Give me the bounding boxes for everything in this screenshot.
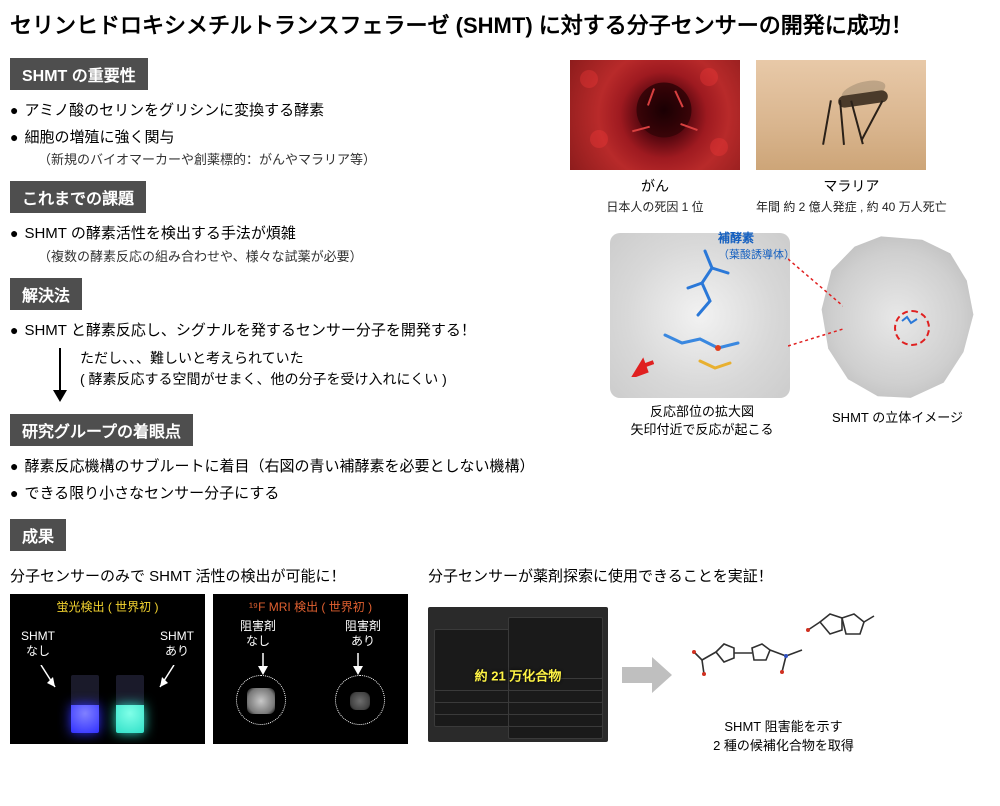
section-results: 成果 bbox=[10, 519, 66, 551]
label-text: （葉酸誘導体） bbox=[718, 246, 795, 262]
results-right: 分子センサーが薬剤探索に使用できることを実証！ 約 21 万化合物 bbox=[428, 565, 990, 754]
bullet: できる限り小さなセンサー分子にする bbox=[10, 483, 550, 506]
bullet-text: SHMT の酵素活性を検出する手法が煩雑 bbox=[24, 223, 295, 246]
left-column: SHMT の重要性 アミノ酸のセリンをグリシンに変換する酵素 細胞の増殖に強く関… bbox=[10, 46, 550, 557]
arrow-icon bbox=[351, 653, 365, 675]
results-left: 分子センサーのみで SHMT 活性の検出が可能に！ 蛍光検出 ( 世界初 ) S… bbox=[10, 565, 410, 754]
section-focus: 研究グループの着眼点 bbox=[10, 414, 193, 446]
cancer-card: がん 日本人の死因 1 位 bbox=[570, 60, 740, 215]
dashed-connector-icon bbox=[788, 251, 843, 351]
panel-header: 蛍光検出 ( 世界初 ) bbox=[11, 598, 204, 615]
right-column: がん 日本人の死因 1 位 マラリア 年間 約 2 億人発症 , 約 40 万人… bbox=[550, 46, 990, 557]
bullet-sub: （複数の酵素反応の組み合わせや、様々な試薬が必要） bbox=[38, 248, 550, 266]
bullet-text: SHMT と酵素反応し、シグナルを発するセンサー分子を開発する！ bbox=[24, 320, 475, 343]
arrow-icon bbox=[33, 665, 63, 695]
right-arrow-icon bbox=[622, 655, 672, 695]
results-right-title: 分子センサーが薬剤探索に使用できることを実証！ bbox=[428, 565, 990, 586]
image-caption: マラリア bbox=[756, 176, 947, 196]
panel-label: SHMT なし bbox=[21, 629, 55, 658]
note-line: ( 酵素反応する空間がせまく、他の分子を受け入れにくい ) bbox=[80, 369, 447, 390]
bullet-text: 細胞の増殖に強く関与 bbox=[24, 127, 174, 150]
fluorescence-panel: 蛍光検出 ( 世界初 ) SHMT なし SHMT あり bbox=[10, 594, 205, 744]
malaria-card: マラリア 年間 約 2 億人発症 , 約 40 万人死亡 bbox=[756, 60, 947, 215]
molecule-icon bbox=[686, 594, 881, 714]
section-challenge: これまでの課題 bbox=[10, 181, 146, 213]
image-caption: がん bbox=[570, 176, 740, 196]
bullet-text: できる限り小さなセンサー分子にする bbox=[24, 483, 279, 506]
bullet-text: 酵素反応機構のサブルートに着目（右図の青い補酵素を必要としない機構） bbox=[24, 456, 534, 479]
bullet: 細胞の増殖に強く関与 bbox=[10, 127, 550, 150]
section-importance: SHMT の重要性 bbox=[10, 58, 148, 90]
zoom-caption: 反応部位の拡大図 矢印付近で反応が起こる bbox=[612, 403, 792, 439]
image-subcaption: 日本人の死因 1 位 bbox=[570, 198, 740, 215]
arrow-icon bbox=[152, 665, 182, 695]
page-title: セリンヒドロキシメチルトランスフェラーゼ (SHMT) に対する分子センサーの開… bbox=[0, 0, 1000, 46]
section-solution: 解決法 bbox=[10, 278, 82, 310]
panel-header: ¹⁹F MRI 検出 ( 世界初 ) bbox=[214, 598, 407, 615]
caption-line: SHMT 阻害能を示す bbox=[686, 718, 881, 736]
panel-label: 阻害剤 なし bbox=[240, 619, 276, 648]
caption-line: 反応部位の拡大図 bbox=[612, 403, 792, 421]
bullet: アミノ酸のセリンをグリシンに変換する酵素 bbox=[10, 100, 550, 123]
note-line: ただし、、、難しいと考えられていた bbox=[80, 348, 447, 369]
down-arrow-icon bbox=[50, 348, 70, 402]
bullet: SHMT と酵素反応し、シグナルを発するセンサー分子を開発する！ bbox=[10, 320, 550, 343]
results-row: 分子センサーのみで SHMT 活性の検出が可能に！ 蛍光検出 ( 世界初 ) S… bbox=[0, 565, 1000, 754]
mri-panel: ¹⁹F MRI 検出 ( 世界初 ) 阻害剤 なし 阻害剤 あり bbox=[213, 594, 408, 744]
caption-line: 矢印付近で反応が起こる bbox=[612, 421, 792, 439]
coenzyme-label: 補酵素 （葉酸誘導体） bbox=[718, 229, 795, 262]
mosquito-image bbox=[756, 60, 926, 170]
compound-plates-image: 約 21 万化合物 bbox=[428, 607, 608, 742]
full-caption: SHMT の立体イメージ bbox=[815, 409, 980, 427]
results-left-title: 分子センサーのみで SHMT 活性の検出が可能に！ bbox=[10, 565, 410, 586]
plates-label: 約 21 万化合物 bbox=[475, 665, 562, 684]
panel-label: 阻害剤 あり bbox=[345, 619, 381, 648]
bullet-text: アミノ酸のセリンをグリシンに変換する酵素 bbox=[24, 100, 324, 123]
cancer-image bbox=[570, 60, 740, 170]
bullet: SHMT の酵素活性を検出する手法が煩雑 bbox=[10, 223, 550, 246]
image-subcaption: 年間 約 2 億人発症 , 約 40 万人死亡 bbox=[756, 198, 947, 215]
ligand-small-icon bbox=[901, 315, 919, 327]
protein-figure: 補酵素 （葉酸誘導体） 反応部位の拡大図 矢印付近で反応が起こる SHMT の立… bbox=[570, 233, 990, 443]
arrow-down-note: ただし、、、難しいと考えられていた ( 酵素反応する空間がせまく、他の分子を受け… bbox=[50, 348, 550, 402]
panel-label: SHMT あり bbox=[160, 629, 194, 658]
red-arrow-icon bbox=[626, 355, 654, 377]
structure-caption: SHMT 阻害能を示す 2 種の候補化合物を取得 bbox=[686, 718, 881, 754]
bullet-sub: （新規のバイオマーカーや創薬標的：がんやマラリア等） bbox=[38, 151, 550, 169]
label-text: 補酵素 bbox=[718, 229, 795, 246]
molecule-structures bbox=[686, 594, 881, 714]
caption-line: 2 種の候補化合物を取得 bbox=[686, 737, 881, 755]
bullet: 酵素反応機構のサブルートに着目（右図の青い補酵素を必要としない機構） bbox=[10, 456, 550, 479]
arrow-icon bbox=[256, 653, 270, 675]
